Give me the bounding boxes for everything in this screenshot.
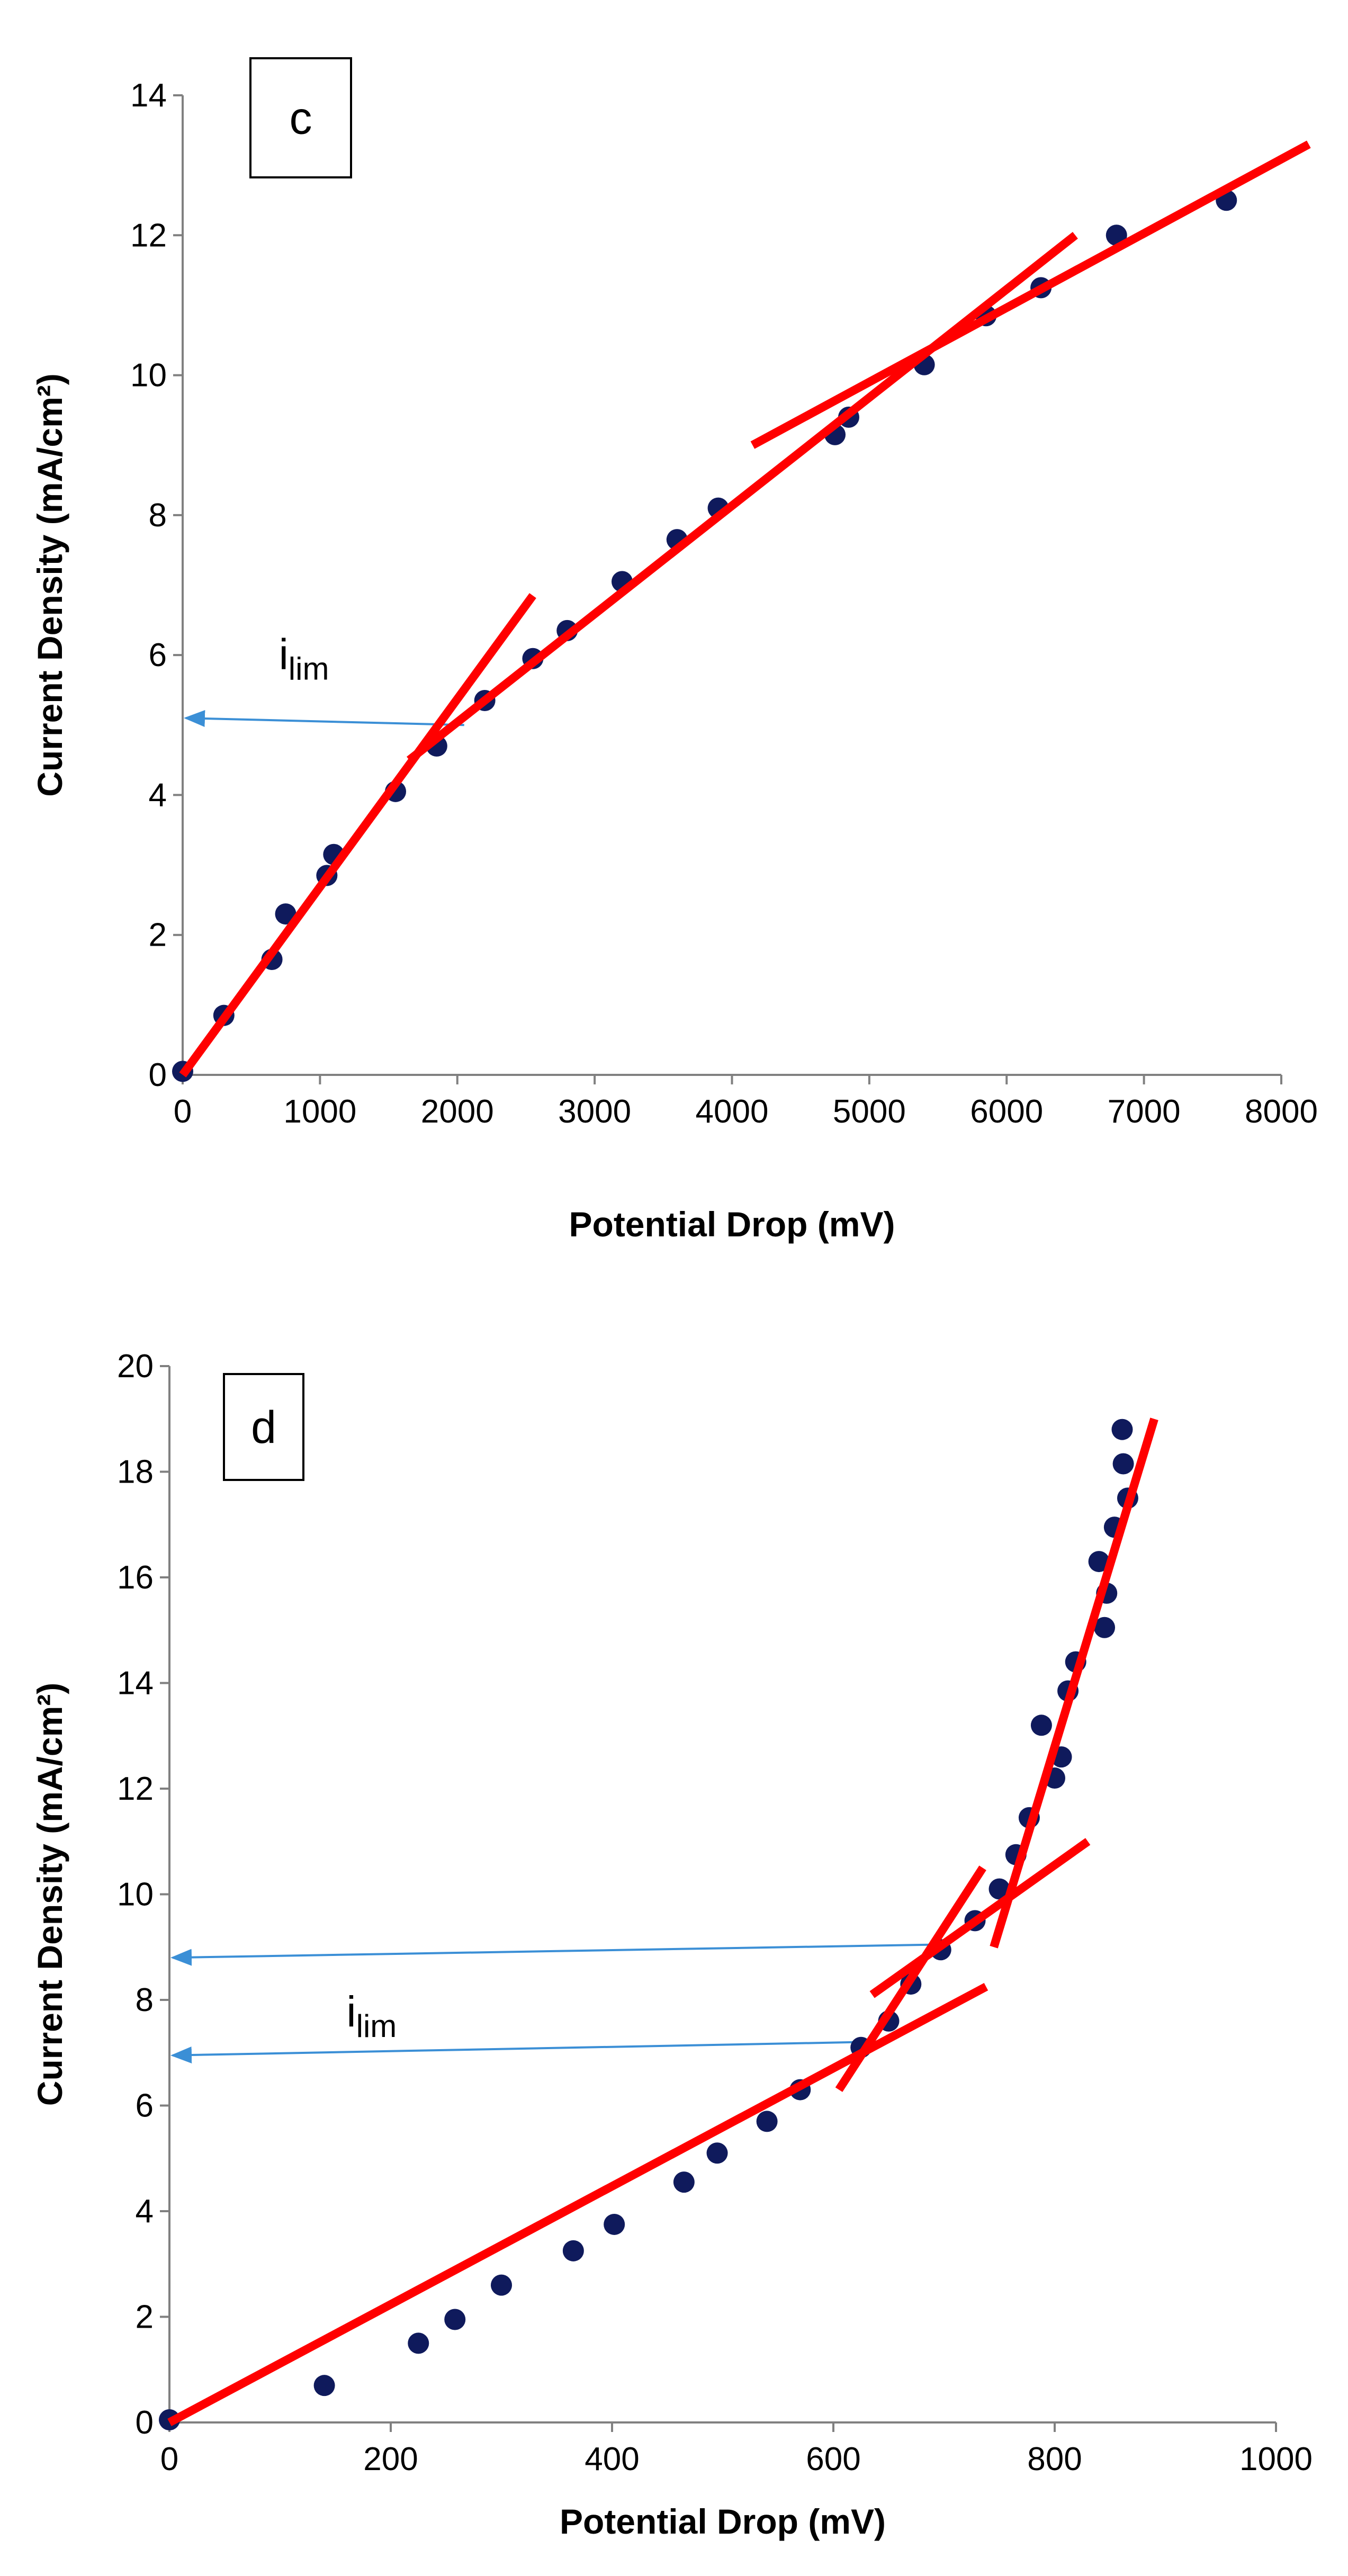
data-point bbox=[408, 2332, 429, 2354]
ilim-arrow bbox=[170, 1943, 945, 1966]
y-tick-label: 10 bbox=[117, 1877, 154, 1913]
x-tick-label: 0 bbox=[160, 2441, 178, 2478]
panel-label: d bbox=[251, 1402, 276, 1453]
ilim-symbol: i bbox=[279, 631, 289, 679]
y-axis-title: Current Density (mA/cm²) bbox=[30, 373, 69, 796]
data-point bbox=[1106, 225, 1127, 246]
x-tick-label: 0 bbox=[174, 1093, 192, 1130]
data-point bbox=[1088, 1551, 1110, 1573]
x-tick-label: 3000 bbox=[558, 1093, 631, 1130]
data-point bbox=[1030, 1715, 1052, 1736]
ilim-symbol: i bbox=[346, 1988, 356, 2036]
ilim-subscript: lim bbox=[289, 651, 329, 687]
fit-line bbox=[835, 1865, 986, 2092]
x-tick-label: 200 bbox=[363, 2441, 418, 2478]
x-axis-title: Potential Drop (mV) bbox=[560, 2502, 886, 2541]
data-point bbox=[1094, 1617, 1116, 1638]
x-tick-label: 400 bbox=[585, 2441, 639, 2478]
y-axis-title: Current Density (mA/cm²) bbox=[30, 1683, 69, 2106]
y-tick-label: 20 bbox=[117, 1348, 154, 1385]
fit-line bbox=[750, 140, 1311, 449]
data-point bbox=[988, 1878, 1010, 1900]
data-point bbox=[604, 2213, 625, 2235]
y-tick-label: 4 bbox=[136, 2193, 154, 2230]
data-point bbox=[1111, 1419, 1133, 1440]
x-tick-label: 6000 bbox=[970, 1093, 1043, 1130]
y-tick-label: 2 bbox=[149, 917, 167, 954]
y-tick-label: 10 bbox=[130, 357, 167, 394]
x-tick-label: 800 bbox=[1027, 2441, 1082, 2478]
y-tick-label: 18 bbox=[117, 1454, 154, 1491]
x-tick-label: 1000 bbox=[283, 1093, 356, 1130]
y-tick-label: 8 bbox=[136, 1982, 154, 2018]
ilim-annotation: ilim bbox=[346, 1988, 397, 2044]
y-tick-label: 6 bbox=[149, 637, 167, 674]
y-tick-label: 16 bbox=[117, 1559, 154, 1596]
fit-line bbox=[869, 1838, 1091, 1998]
ilim-annotation: ilim bbox=[279, 631, 329, 687]
x-tick-label: 5000 bbox=[833, 1093, 906, 1130]
panel-label-box bbox=[249, 57, 352, 178]
data-point bbox=[313, 2375, 335, 2397]
x-tick-label: 600 bbox=[806, 2441, 860, 2478]
fit-line bbox=[167, 1983, 988, 2427]
ilim-subscript: lim bbox=[356, 2008, 397, 2044]
y-tick-label: 2 bbox=[136, 2299, 154, 2336]
panel-label: c bbox=[290, 93, 312, 144]
y-tick-label: 4 bbox=[149, 777, 167, 813]
chart-panel-c: 0 2 4 6 8 10 12 14 0 1000 2000 3000 4000 5000 6000 7000… bbox=[30, 57, 1318, 1244]
data-point bbox=[756, 2111, 778, 2132]
y-tick-label: 6 bbox=[136, 2088, 154, 2124]
data-point bbox=[673, 2171, 695, 2193]
x-tick-label: 8000 bbox=[1245, 1093, 1318, 1130]
data-point bbox=[706, 2142, 728, 2164]
data-point bbox=[491, 2274, 512, 2296]
fit-line bbox=[990, 1417, 1158, 1949]
data-point bbox=[444, 2309, 466, 2330]
x-tick-label: 7000 bbox=[1108, 1093, 1181, 1130]
data-point bbox=[1112, 1453, 1134, 1475]
ilim-arrow bbox=[170, 2041, 856, 2064]
panel-label-box bbox=[223, 1373, 304, 1481]
y-tick-label: 8 bbox=[149, 497, 167, 534]
fit-line bbox=[407, 232, 1078, 764]
y-tick-label: 0 bbox=[149, 1057, 167, 1093]
y-tick-label: 0 bbox=[136, 2404, 154, 2441]
x-tick-label: 2000 bbox=[421, 1093, 494, 1130]
x-tick-label: 1000 bbox=[1239, 2441, 1313, 2478]
fit-line bbox=[179, 593, 536, 1078]
y-tick-label: 12 bbox=[130, 217, 167, 254]
data-point bbox=[275, 903, 296, 925]
ilim-arrow bbox=[184, 710, 464, 727]
x-tick-label: 4000 bbox=[696, 1093, 769, 1130]
y-tick-label: 12 bbox=[117, 1771, 154, 1807]
y-tick-label: 14 bbox=[117, 1665, 154, 1702]
y-tick-label: 14 bbox=[130, 77, 167, 114]
x-axis-title: Potential Drop (mV) bbox=[569, 1205, 895, 1244]
data-point bbox=[562, 2240, 584, 2261]
